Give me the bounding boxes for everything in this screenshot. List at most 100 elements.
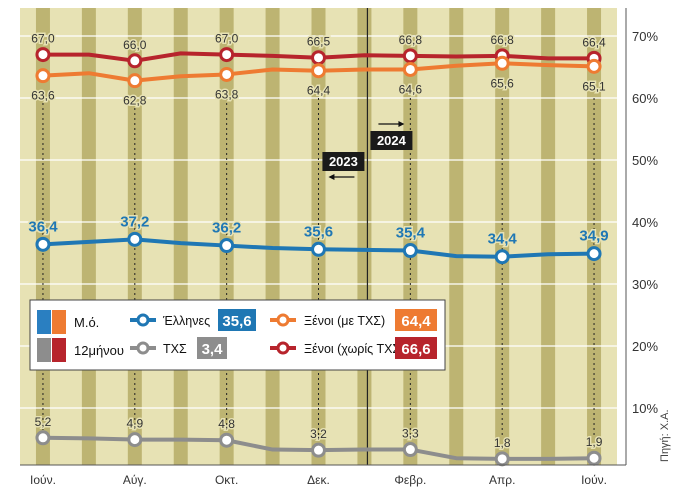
source-credit: Πηγή: Χ.Α. <box>659 409 671 462</box>
data-label-greeks: 37,2 <box>120 213 149 230</box>
data-point-greeks <box>127 231 143 247</box>
x-tick-label: Δεκ. <box>307 473 330 487</box>
x-tick-label: Ιούν. <box>30 473 56 487</box>
data-point-greeks <box>586 246 602 262</box>
data-label-foreign_with_txs: 64,6 <box>399 82 423 96</box>
data-point-foreign_no_txs <box>402 48 418 64</box>
data-label-foreign_with_txs: 65,1 <box>582 79 606 93</box>
data-label-greeks: 36,2 <box>212 220 241 237</box>
legend-marker-icon <box>136 313 150 327</box>
x-tick-label: Απρ. <box>489 473 515 487</box>
x-tick-label: Οκτ. <box>215 473 238 487</box>
month-band <box>357 8 372 465</box>
data-point-foreign_with_txs <box>311 63 326 79</box>
data-label-foreign_with_txs: 63,6 <box>31 89 55 103</box>
data-point-txs <box>127 432 143 448</box>
legend-item-label: Ξένοι (με ΤΧΣ) <box>304 314 385 328</box>
data-label-foreign_no_txs: 66,4 <box>582 35 606 49</box>
legend-item-label: ΤΧΣ <box>163 342 187 356</box>
data-point-txs <box>311 442 326 458</box>
data-label-txs: 5,2 <box>35 415 52 429</box>
legend-value: 66,6 <box>401 341 430 358</box>
data-point-foreign_with_txs <box>127 73 143 89</box>
legend-value-badge <box>395 337 437 359</box>
year-label: 2024 <box>377 133 407 148</box>
legend-row-title: 12μήνου <box>74 343 124 358</box>
data-point-greeks <box>402 243 418 259</box>
y-tick-label: 10% <box>632 401 658 416</box>
data-label-txs: 4,8 <box>218 417 235 431</box>
data-point-foreign_with_txs <box>402 61 418 77</box>
legend-swatch <box>37 338 51 362</box>
arrow-left-icon <box>328 174 335 180</box>
y-tick-label: 40% <box>632 215 658 230</box>
data-label-foreign_no_txs: 67,0 <box>31 32 55 46</box>
data-label-foreign_no_txs: 66,5 <box>307 35 331 49</box>
data-label-txs: 1,8 <box>494 436 511 450</box>
y-tick-label: 30% <box>632 277 658 292</box>
year-badge <box>370 131 413 150</box>
data-point-txs <box>586 450 602 466</box>
data-label-foreign_with_txs: 64,4 <box>307 84 331 98</box>
data-label-greeks: 34,4 <box>488 231 518 248</box>
data-point-foreign_with_txs <box>494 55 510 71</box>
data-label-foreign_with_txs: 65,6 <box>491 76 515 90</box>
data-label-foreign_no_txs: 66,8 <box>399 33 423 47</box>
y-tick-label: 70% <box>632 29 658 44</box>
data-point-greeks <box>311 241 326 257</box>
data-point-txs <box>402 442 418 458</box>
data-point-foreign_no_txs <box>35 47 51 63</box>
data-label-greeks: 34,9 <box>579 228 608 245</box>
legend-value: 64,4 <box>401 313 431 330</box>
legend-swatch <box>52 310 66 334</box>
month-band <box>449 8 464 465</box>
data-point-foreign_with_txs <box>586 58 602 74</box>
x-tick-label: Ιούν. <box>581 473 607 487</box>
legend-value-badge <box>197 337 227 359</box>
legend-swatch <box>52 338 66 362</box>
data-point-foreign_no_txs <box>127 53 143 69</box>
data-label-greeks: 35,6 <box>304 223 333 240</box>
month-band <box>81 8 96 465</box>
legend-value: 35,6 <box>222 313 251 330</box>
data-label-foreign_with_txs: 62,8 <box>123 94 147 108</box>
data-label-foreign_no_txs: 66,0 <box>123 38 147 52</box>
month-band <box>495 8 510 465</box>
data-point-greeks <box>219 238 235 254</box>
legend-value-badge <box>218 309 256 331</box>
data-label-foreign_with_txs: 63,8 <box>215 87 239 101</box>
data-label-txs: 3,3 <box>402 427 419 441</box>
legend-item-label: Ξένοι (χωρίς ΤΧΣ) <box>304 342 404 356</box>
data-point-greeks <box>494 249 510 265</box>
x-tick-label: Φεβρ. <box>394 473 426 487</box>
data-point-foreign_no_txs <box>219 47 235 63</box>
year-label: 2023 <box>329 154 358 169</box>
month-band <box>587 8 602 465</box>
data-label-txs: 4,9 <box>126 417 143 431</box>
legend-marker-icon <box>136 341 150 355</box>
legend-row-title: Μ.ό. <box>74 315 99 330</box>
data-point-txs <box>219 432 235 448</box>
data-label-txs: 1,9 <box>586 435 603 449</box>
data-point-txs <box>494 451 510 467</box>
data-label-foreign_no_txs: 66,8 <box>491 33 515 47</box>
y-tick-label: 20% <box>632 339 658 354</box>
legend-marker-icon <box>276 341 290 355</box>
year-badge <box>322 152 365 171</box>
legend-value-badge <box>395 309 437 331</box>
arrow-right-icon <box>398 121 405 127</box>
data-label-txs: 3,2 <box>310 427 327 441</box>
y-tick-label: 50% <box>632 153 658 168</box>
x-tick-label: Αύγ. <box>123 473 147 487</box>
legend-value: 3,4 <box>202 341 224 358</box>
month-band <box>541 8 556 465</box>
data-label-greeks: 36,4 <box>28 218 58 235</box>
data-point-greeks <box>35 236 51 252</box>
legend-swatch <box>37 310 51 334</box>
legend-item-label: Έλληνες <box>162 314 210 328</box>
data-point-foreign_with_txs <box>219 66 235 82</box>
y-tick-label: 60% <box>632 91 658 106</box>
data-point-foreign_with_txs <box>35 68 51 84</box>
data-point-txs <box>35 430 51 446</box>
